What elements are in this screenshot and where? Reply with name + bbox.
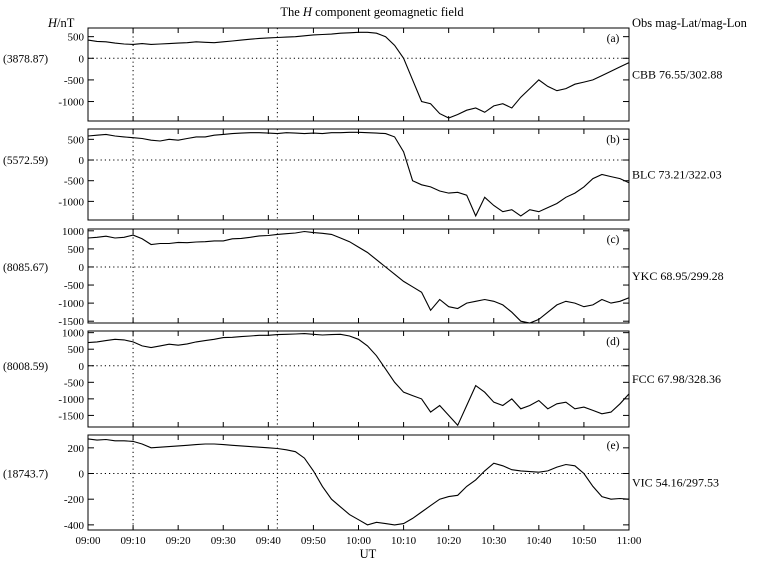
- panel-frame: [87, 27, 630, 122]
- y-tick-label: 0: [79, 361, 85, 373]
- y-tick-label: -1000: [58, 97, 84, 109]
- station-label: BLC 73.21/322.03: [632, 168, 722, 182]
- x-tick-label: 10:40: [526, 535, 552, 547]
- baseline-value: (8008.59): [3, 361, 48, 373]
- figure-title: The H component geomagnetic field: [280, 5, 464, 19]
- station-label: CBB 76.55/302.88: [632, 68, 722, 82]
- x-tick-label: 10:10: [391, 535, 417, 547]
- y-tick-label: 200: [68, 443, 85, 455]
- station-label: FCC 67.98/328.36: [632, 372, 721, 386]
- x-tick-label: 09:30: [211, 535, 237, 547]
- panel-d: 1000 500 0 -500 -1000 -1500 (d) (8008.59) FCC 67…: [3, 328, 721, 428]
- y-tick-label: 0: [79, 53, 85, 65]
- panel-frame: [87, 434, 630, 531]
- obs-header: Obs mag-Lat/mag-Lon: [632, 16, 748, 30]
- x-tick-label: 10:00: [346, 535, 372, 547]
- y-tick-label: -1000: [58, 394, 84, 406]
- y-tick-label: -1000: [58, 298, 84, 310]
- y-tick-label: 0: [79, 469, 85, 481]
- x-tick-label: 09:40: [256, 535, 282, 547]
- x-tick-label: 10:20: [436, 535, 462, 547]
- baseline-value: (8085.67): [3, 262, 48, 274]
- y-tick-label: -500: [64, 176, 85, 188]
- y-tick-label: -1500: [58, 316, 84, 328]
- y-axis-unit-label: H/nT: [47, 16, 75, 30]
- x-axis: 09:00 09:10 09:20 09:30 09:40 09:50 10:00 10:10…: [75, 535, 641, 547]
- panel-label: (e): [607, 440, 620, 452]
- h-component-line: [87, 31, 630, 119]
- x-tick-label: 10:50: [571, 535, 597, 547]
- panels: 500 0 -500 -1000 (a) (3878.87) CBB 76.55/302.8…: [3, 27, 724, 532]
- y-tick-label: -1500: [58, 410, 84, 422]
- station-label: VIC 54.16/297.53: [632, 476, 719, 490]
- y-tick-label: 1000: [62, 226, 85, 238]
- x-tick-label: 09:50: [301, 535, 327, 547]
- x-tick-label: 10:30: [481, 535, 507, 547]
- y-tick-label: 500: [68, 32, 85, 44]
- y-tick-label: -200: [64, 494, 85, 506]
- panel-c: 1000 500 0 -500 -1000 -1500 (c) (8085.67) YKC 68…: [3, 226, 724, 328]
- panel-frame: [87, 128, 630, 221]
- panel-label: (d): [606, 336, 620, 348]
- y-tick-label: 0: [79, 262, 85, 274]
- baseline-value: (3878.87): [3, 53, 48, 65]
- h-component-line: [87, 131, 630, 218]
- y-tick-label: -500: [64, 75, 85, 87]
- panel-a: 500 0 -500 -1000 (a) (3878.87) CBB 76.55/302.8…: [3, 27, 722, 122]
- panel-label: (a): [607, 33, 620, 45]
- panel-frame: [87, 330, 630, 428]
- baseline-value: (18743.7): [3, 469, 48, 481]
- y-tick-label: -1000: [58, 196, 84, 208]
- y-tick-label: 1000: [62, 328, 85, 340]
- y-tick-label: -500: [64, 377, 85, 389]
- panel-label: (b): [606, 134, 620, 146]
- panel-label: (c): [607, 234, 620, 246]
- x-tick-label: 11:00: [617, 535, 642, 547]
- x-tick-label: 09:10: [121, 535, 147, 547]
- x-axis-label: UT: [360, 547, 377, 561]
- panel-b: 500 0 -500 -1000 (b) (5572.59) BLC 73.21/322.0…: [3, 128, 722, 221]
- y-tick-label: -400: [64, 520, 85, 532]
- y-tick-label: -500: [64, 280, 85, 292]
- y-tick-label: 0: [79, 155, 85, 167]
- h-component-line: [87, 438, 630, 526]
- panel-e: 200 0 -200 -400 (e) (18743.7) VIC 54.16/297.53: [3, 434, 719, 532]
- y-tick-label: 500: [68, 244, 85, 256]
- x-tick-label: 09:00: [75, 535, 101, 547]
- baseline-value: (5572.59): [3, 155, 48, 167]
- h-component-line: [87, 230, 630, 324]
- x-tick-label: 09:20: [166, 535, 192, 547]
- h-component-line: [87, 333, 630, 427]
- y-tick-label: 500: [68, 134, 85, 146]
- station-label: YKC 68.95/299.28: [632, 269, 724, 283]
- y-tick-label: 500: [68, 344, 85, 356]
